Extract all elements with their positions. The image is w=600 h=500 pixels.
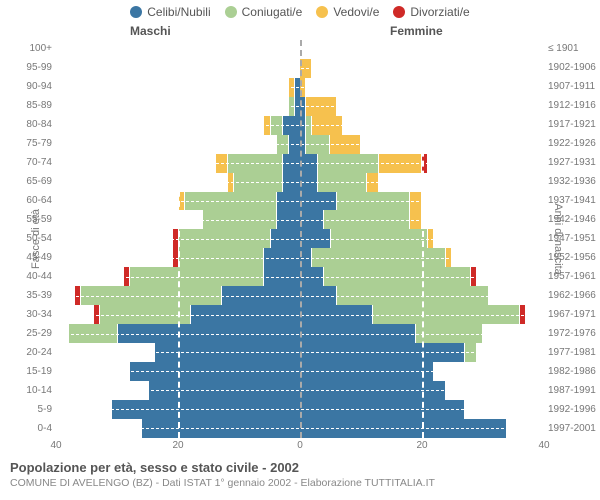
center-divider	[300, 40, 302, 438]
age-label: 65-69	[26, 177, 52, 187]
birth-year-labels: ≤ 1901 1902-1906 1907-1911 1912-1916 1917-19…	[544, 40, 600, 438]
legend-swatch	[393, 6, 405, 18]
birth-label: 1967-1971	[548, 310, 596, 320]
x-axis: 40 20 0 20 40	[0, 438, 600, 456]
birth-label: 1962-1966	[548, 291, 596, 301]
x-tick: 20	[416, 440, 427, 451]
legend: Celibi/Nubili Coniugati/e Vedovi/e Divorzia…	[0, 0, 600, 24]
birth-label: 1902-1906	[548, 63, 596, 73]
birth-label: 1972-1976	[548, 329, 596, 339]
birth-label: 1947-1951	[548, 234, 596, 244]
legend-label: Coniugati/e	[242, 5, 303, 19]
birth-label: 1992-1996	[548, 405, 596, 415]
age-label: 25-29	[26, 329, 52, 339]
age-label: 70-74	[26, 158, 52, 168]
birth-label: ≤ 1901	[548, 44, 579, 54]
age-label: 15-19	[26, 367, 52, 377]
x-tick: 40	[538, 440, 549, 451]
chart-area: Fasce di età Anni di nascita 100+95-9990…	[0, 40, 600, 438]
birth-label: 1997-2001	[548, 424, 596, 434]
age-label: 85-89	[26, 101, 52, 111]
age-label: 90-94	[26, 82, 52, 92]
chart-subtitle: COMUNE DI AVELENGO (BZ) - Dati ISTAT 1° …	[10, 477, 590, 489]
birth-label: 1987-1991	[548, 386, 596, 396]
age-label: 75-79	[26, 139, 52, 149]
birth-label: 1957-1961	[548, 272, 596, 282]
x-tick: 20	[172, 440, 183, 451]
legend-item: Celibi/Nubili	[130, 5, 210, 19]
birth-label: 1952-1956	[548, 253, 596, 263]
x-tick: 40	[50, 440, 61, 451]
age-label: 50-54	[26, 234, 52, 244]
vertical-gridline	[56, 40, 58, 438]
age-label: 60-64	[26, 196, 52, 206]
vertical-gridline	[422, 40, 424, 438]
birth-label: 1912-1916	[548, 101, 596, 111]
birth-label: 1907-1911	[548, 82, 595, 92]
age-label: 80-84	[26, 120, 52, 130]
age-label: 55-59	[26, 215, 52, 225]
legend-swatch	[316, 6, 328, 18]
age-label: 5-9	[38, 405, 52, 415]
legend-label: Celibi/Nubili	[147, 5, 210, 19]
age-label: 20-24	[26, 348, 52, 358]
age-label: 30-34	[26, 310, 52, 320]
male-label: Maschi	[130, 24, 171, 38]
age-label: 40-44	[26, 272, 52, 282]
legend-label: Vedovi/e	[333, 5, 379, 19]
legend-swatch	[225, 6, 237, 18]
vertical-gridline	[178, 40, 180, 438]
legend-label: Divorziati/e	[410, 5, 469, 19]
birth-label: 1937-1941	[548, 196, 596, 206]
x-tick: 0	[297, 440, 303, 451]
birth-label: 1927-1931	[548, 158, 596, 168]
legend-swatch	[130, 6, 142, 18]
legend-item: Divorziati/e	[393, 5, 469, 19]
age-bracket-labels: 100+ 95-99 90-94 85-89 80-84 75-79 70-74 65-69 6…	[0, 40, 56, 438]
age-label: 0-4	[38, 424, 52, 434]
chart-title: Popolazione per età, sesso e stato civil…	[10, 460, 590, 475]
birth-label: 1982-1986	[548, 367, 596, 377]
age-label: 95-99	[26, 63, 52, 73]
birth-label: 1942-1946	[548, 215, 596, 225]
birth-label: 1922-1926	[548, 139, 596, 149]
birth-label: 1932-1936	[548, 177, 596, 187]
age-label: 10-14	[26, 386, 52, 396]
legend-item: Vedovi/e	[316, 5, 379, 19]
birth-label: 1977-1981	[548, 348, 596, 358]
pyramid-chart-container: { "layout": { "width": 600, "height": 50…	[0, 0, 600, 500]
birth-label: 1917-1921	[548, 120, 596, 130]
female-label: Femmine	[390, 24, 443, 38]
vertical-gridline	[544, 40, 546, 438]
age-label: 35-39	[26, 291, 52, 301]
age-label: 45-49	[26, 253, 52, 263]
gender-labels: Maschi Femmine	[0, 24, 600, 40]
caption: Popolazione per età, sesso e stato civil…	[0, 456, 600, 489]
legend-item: Coniugati/e	[225, 5, 303, 19]
age-label: 100+	[29, 44, 52, 54]
